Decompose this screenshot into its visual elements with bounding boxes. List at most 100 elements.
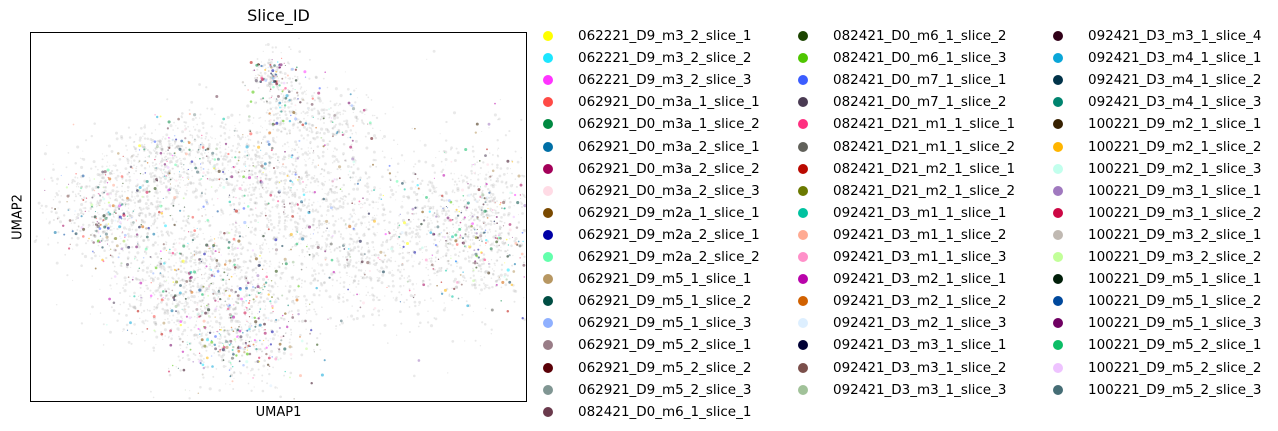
- scatter-point: [296, 231, 299, 233]
- scatter-point: [317, 156, 321, 159]
- scatter-point: [300, 339, 304, 343]
- scatter-point: [80, 202, 84, 207]
- scatter-point: [305, 328, 307, 330]
- scatter-point: [403, 160, 406, 162]
- scatter-point: [133, 258, 136, 260]
- scatter-point: [119, 197, 122, 199]
- scatter-point: [271, 337, 275, 341]
- scatter-point: [320, 115, 323, 118]
- scatter-point: [329, 119, 333, 123]
- scatter-point: [124, 202, 127, 205]
- scatter-point: [247, 118, 251, 122]
- scatter-point: [328, 108, 331, 111]
- scatter-point: [108, 245, 111, 247]
- scatter-point: [74, 193, 77, 196]
- scatter-point: [114, 249, 117, 252]
- scatter-point: [66, 200, 68, 203]
- scatter-point: [116, 174, 120, 178]
- scatter-point: [261, 187, 264, 189]
- scatter-point: [231, 252, 234, 256]
- scatter-point: [500, 231, 503, 235]
- scatter-point: [101, 196, 104, 198]
- scatter-point: [198, 329, 200, 331]
- scatter-point: [209, 255, 212, 258]
- scatter-point: [262, 318, 265, 321]
- scatter-point: [315, 240, 319, 244]
- scatter-point: [484, 229, 487, 231]
- scatter-point: [272, 366, 274, 369]
- scatter-point: [165, 309, 169, 313]
- scatter-point: [238, 168, 241, 171]
- scatter-point: [65, 186, 69, 189]
- scatter-point: [234, 169, 237, 172]
- scatter-point: [484, 177, 488, 181]
- scatter-point: [365, 93, 368, 96]
- scatter-point: [419, 303, 421, 305]
- scatter-point: [294, 243, 298, 247]
- scatter-point: [301, 237, 305, 241]
- scatter-point: [259, 254, 261, 257]
- scatter-point: [416, 206, 419, 209]
- scatter-point: [484, 235, 486, 237]
- scatter-point: [444, 244, 448, 248]
- scatter-point: [50, 176, 53, 180]
- scatter-point: [103, 230, 106, 234]
- scatter-point: [483, 231, 486, 234]
- scatter-point: [138, 282, 140, 284]
- scatter-point: [181, 116, 183, 119]
- scatter-point: [196, 304, 199, 306]
- scatter-point: [149, 202, 153, 206]
- scatter-point: [231, 315, 236, 319]
- scatter-point: [178, 337, 182, 341]
- scatter-point: [210, 159, 212, 162]
- scatter-point: [109, 165, 111, 167]
- scatter-point: [177, 147, 179, 150]
- scatter-point: [467, 256, 471, 259]
- scatter-point: [422, 283, 426, 287]
- scatter-point: [297, 285, 300, 288]
- scatter-point: [305, 298, 308, 302]
- scatter-point: [176, 184, 180, 188]
- scatter-point: [342, 195, 345, 198]
- scatter-point: [163, 269, 166, 272]
- scatter-point: [294, 89, 296, 91]
- scatter-point: [157, 152, 159, 154]
- scatter-point: [451, 219, 454, 221]
- scatter-point: [263, 359, 266, 362]
- scatter-point: [222, 185, 226, 189]
- scatter-point: [298, 37, 300, 40]
- scatter-point: [168, 144, 172, 148]
- scatter-point: [198, 258, 201, 261]
- scatter-point: [305, 174, 309, 178]
- scatter-point: [92, 224, 94, 227]
- scatter-point: [215, 189, 219, 192]
- scatter-point: [470, 256, 473, 259]
- scatter-point: [497, 238, 500, 241]
- scatter-point: [283, 182, 287, 185]
- scatter-point: [167, 120, 171, 124]
- scatter-point: [337, 207, 340, 210]
- scatter-point: [227, 307, 231, 311]
- scatter-point: [116, 179, 118, 182]
- scatter-point: [236, 294, 240, 297]
- scatter-point: [477, 270, 480, 273]
- scatter-point: [372, 207, 374, 209]
- scatter-point: [171, 154, 174, 157]
- scatter-point: [352, 264, 355, 268]
- scatter-point: [162, 197, 164, 199]
- scatter-point: [158, 141, 161, 143]
- scatter-point: [76, 213, 80, 216]
- scatter-point: [247, 321, 249, 324]
- scatter-point: [366, 182, 369, 185]
- scatter-point: [214, 138, 216, 140]
- scatter-point: [128, 175, 131, 178]
- scatter-point: [246, 194, 250, 197]
- scatter-point: [201, 274, 203, 276]
- scatter-point: [311, 163, 313, 166]
- scatter-point: [240, 247, 244, 251]
- scatter-point: [281, 90, 284, 93]
- scatter-point: [459, 235, 463, 239]
- scatter-point: [521, 212, 524, 215]
- scatter-point: [184, 270, 187, 274]
- scatter-point: [338, 177, 341, 180]
